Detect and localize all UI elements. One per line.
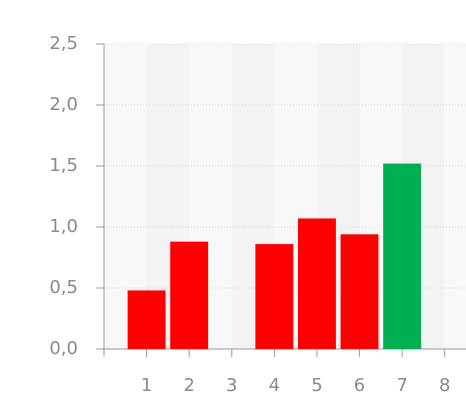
x-tick-label: 1 [141,375,152,396]
x-tick-label: 7 [396,375,407,396]
bar [340,234,379,349]
y-tick-label: 0,0 [49,338,78,359]
x-tick-label: 3 [226,375,237,396]
bar [170,241,209,349]
x-tick-label: 2 [183,375,194,396]
y-tick-label: 2,0 [49,94,78,115]
x-tick-label: 5 [311,375,322,396]
y-tick-label: 0,5 [49,277,78,298]
bar [127,290,166,349]
plot-band [444,44,466,349]
bar [255,244,294,349]
y-tick-label: 1,0 [49,216,78,237]
x-tick-label: 4 [269,375,280,396]
x-tick-label: 6 [354,375,365,396]
bar [383,163,422,349]
y-tick-label: 1,5 [49,155,78,176]
bar [297,218,336,349]
x-tick-label: 8 [439,375,450,396]
y-tick-label: 2,5 [49,33,78,54]
